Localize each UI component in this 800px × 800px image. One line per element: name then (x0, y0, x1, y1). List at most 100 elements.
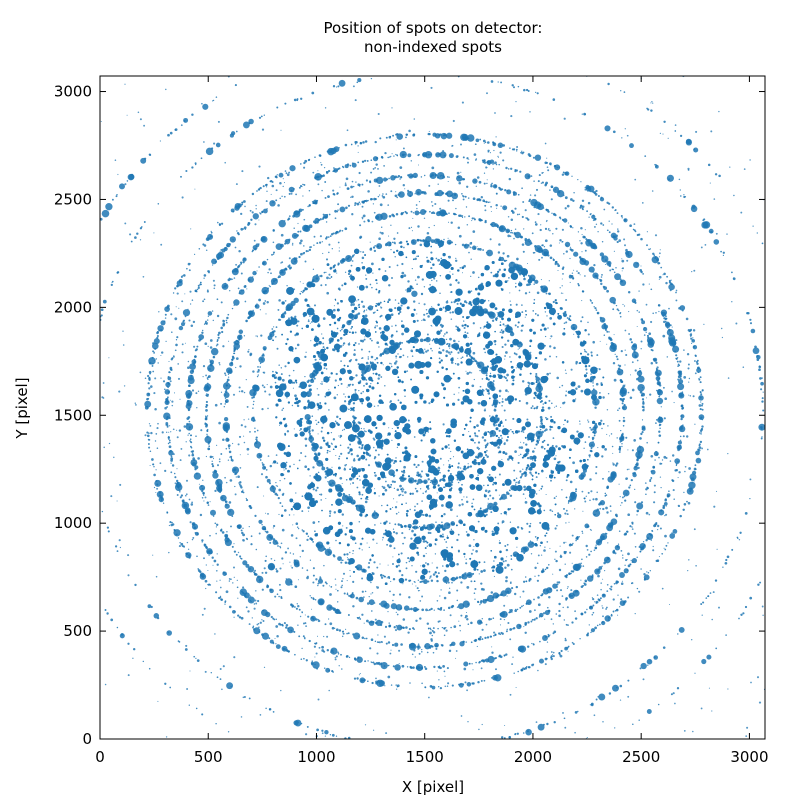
spot-point (494, 223, 498, 227)
spot-point (610, 510, 612, 512)
spot-point (362, 569, 365, 571)
spot-point (237, 597, 239, 599)
spot-point (291, 244, 294, 246)
spot-point (703, 323, 705, 326)
spot-point (388, 622, 390, 624)
spot-point (499, 321, 502, 323)
spot-point (417, 526, 419, 529)
spot-point (293, 227, 295, 229)
spot-point (580, 320, 583, 323)
spot-point (321, 217, 324, 221)
spot-point (256, 486, 259, 489)
spot-point (511, 382, 515, 386)
spot-point (153, 392, 156, 395)
spot-point (451, 484, 453, 486)
spot-point (586, 525, 589, 528)
spot-point (352, 303, 355, 306)
spot-point (286, 397, 288, 399)
spot-point (346, 556, 348, 559)
spot-point (176, 494, 179, 496)
spot-point (421, 278, 424, 281)
spot-point (217, 336, 220, 339)
spot-point (674, 702, 676, 705)
spot-point (644, 482, 647, 484)
spot-point (590, 444, 593, 447)
spot-point (280, 233, 284, 237)
spot-point (395, 213, 399, 216)
spot-point (312, 488, 315, 491)
spot-point (148, 423, 151, 425)
spot-point (396, 264, 399, 267)
spot-point (482, 249, 485, 251)
spot-point (378, 346, 380, 348)
spot-point (544, 618, 546, 620)
spot-point (349, 443, 352, 446)
spot-point (312, 541, 314, 543)
spot-point (528, 531, 531, 533)
spot-point (491, 432, 494, 435)
spot-point (501, 345, 504, 349)
spot-point (612, 361, 616, 365)
spot-point (514, 450, 517, 453)
spot-point (491, 376, 493, 378)
spot-point (225, 399, 229, 403)
spot-point (507, 339, 510, 342)
spot-point (625, 353, 628, 357)
spot-point (417, 275, 420, 279)
spot-point (431, 480, 434, 483)
spot-point (320, 284, 323, 287)
spot-point (501, 437, 503, 439)
spot-point (503, 259, 507, 263)
spot-point (504, 355, 506, 357)
spot-point (658, 556, 660, 558)
spot-point (242, 527, 244, 530)
spot-point (495, 319, 498, 322)
spot-point (423, 286, 426, 288)
spot-point (394, 307, 397, 310)
spot-point (607, 542, 609, 544)
spot-point (250, 543, 253, 546)
spot-point (113, 456, 115, 459)
spot-point (327, 441, 329, 444)
spot-point (323, 564, 325, 567)
spot-point (196, 407, 198, 409)
spot-point (501, 458, 503, 460)
spot-point (580, 242, 583, 245)
spot-point (603, 208, 606, 211)
spot-point (102, 382, 105, 384)
spot-point (400, 304, 403, 307)
spot-point (459, 630, 461, 632)
spot-point (541, 256, 543, 259)
spot-point (513, 469, 516, 472)
spot-point (258, 519, 263, 524)
spot-point (636, 309, 639, 312)
spot-point (520, 236, 524, 239)
spot-point (592, 598, 595, 601)
spot-point (335, 584, 337, 586)
spot-point (288, 171, 291, 174)
spot-point (399, 484, 402, 488)
spot-point (446, 667, 449, 670)
spot-point (364, 724, 367, 726)
spot-point (411, 350, 413, 353)
spot-point (328, 585, 330, 587)
spot-point (212, 319, 215, 322)
spot-point (455, 325, 458, 328)
spot-point (601, 605, 603, 607)
spot-point (377, 377, 380, 380)
spot-point (279, 182, 282, 185)
spot-point (668, 603, 671, 606)
spot-point (328, 409, 330, 411)
spot-point (256, 429, 259, 432)
spot-point (425, 336, 431, 343)
spot-point (594, 406, 597, 409)
spot-point (466, 224, 469, 226)
spot-point (658, 275, 662, 279)
spot-point (313, 304, 317, 307)
spot-point (559, 287, 561, 289)
spot-point (430, 639, 433, 642)
spot-point (483, 142, 485, 144)
spot-point (412, 212, 415, 214)
spot-point (327, 618, 330, 620)
spot-point (219, 579, 221, 581)
